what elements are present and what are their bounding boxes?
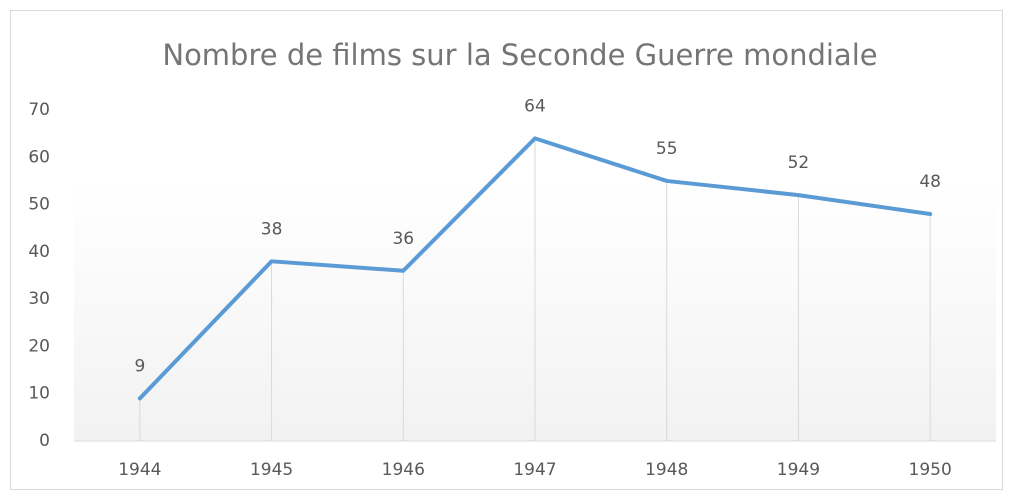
- data-label: 38: [261, 219, 283, 239]
- data-label: 55: [656, 139, 678, 159]
- data-label: 48: [919, 172, 941, 192]
- data-label: 52: [788, 153, 810, 173]
- y-tick-label: 20: [28, 336, 50, 356]
- data-label: 64: [524, 96, 546, 116]
- x-tick-label: 1950: [909, 460, 952, 480]
- x-tick-label: 1947: [513, 460, 556, 480]
- x-tick-label: 1946: [382, 460, 425, 480]
- x-tick-label: 1949: [777, 460, 820, 480]
- data-label: 36: [392, 229, 414, 249]
- x-tick-label: 1944: [118, 460, 161, 480]
- x-tick-label: 1948: [645, 460, 688, 480]
- data-line: [137, 136, 933, 401]
- chart-title: Nombre de films sur la Seconde Guerre mo…: [162, 38, 877, 72]
- y-tick-label: 70: [28, 100, 50, 120]
- y-tick-label: 40: [28, 242, 50, 262]
- y-tick-label: 10: [28, 384, 50, 404]
- y-tick-label: 30: [28, 289, 50, 309]
- y-tick-label: 60: [28, 147, 50, 167]
- x-tick-label: 1945: [250, 460, 293, 480]
- y-tick-label: 0: [39, 431, 50, 451]
- data-label: 9: [134, 356, 145, 376]
- y-tick-label: 50: [28, 195, 50, 215]
